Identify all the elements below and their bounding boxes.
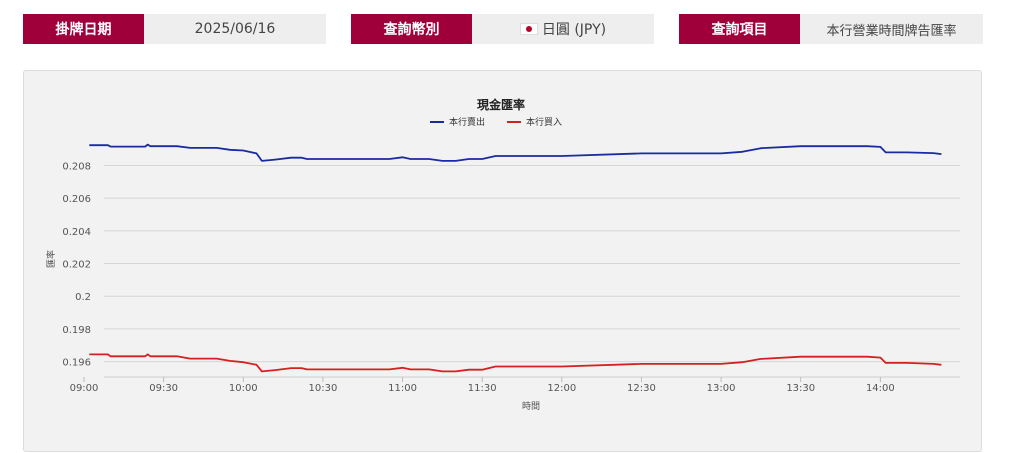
y-tick-label: 0.196 bbox=[62, 358, 91, 369]
date-label: 掛牌日期 bbox=[23, 14, 144, 44]
x-axis-ticks: 09:00 09:30 10:00 10:30 11:00 11:30 12:00 12:30… bbox=[70, 377, 895, 394]
currency-label: 查詢幣別 bbox=[351, 14, 472, 44]
x-axis-label: 時間 bbox=[522, 401, 540, 412]
chart-panel: 現金匯率 本行賣出 本行買入 0.196 0.198 0.2 0.202 0.204 0.2… bbox=[23, 70, 982, 452]
item-label: 查詢項目 bbox=[679, 14, 800, 44]
filter-bar: 掛牌日期 2025/06/16 查詢幣別 日圓 (JPY) 查詢項目 本行營業時… bbox=[23, 14, 983, 44]
x-tick-label: 11:30 bbox=[468, 383, 497, 394]
y-tick-label: 0.208 bbox=[62, 162, 91, 173]
rate-chart: 現金匯率 本行賣出 本行買入 0.196 0.198 0.2 0.202 0.204 0.2… bbox=[45, 97, 960, 412]
chart-series bbox=[89, 143, 942, 373]
date-value[interactable]: 2025/06/16 bbox=[144, 14, 326, 44]
legend-label: 本行賣出 bbox=[449, 116, 485, 128]
x-tick-label: 13:00 bbox=[707, 383, 736, 394]
y-axis-label: 匯率 bbox=[45, 250, 57, 268]
currency-select[interactable]: 日圓 (JPY) bbox=[472, 14, 654, 44]
legend-label: 本行買入 bbox=[526, 116, 562, 128]
y-tick-label: 0.206 bbox=[62, 194, 91, 205]
x-tick-label: 09:30 bbox=[149, 383, 178, 394]
item-value[interactable]: 本行營業時間牌告匯率 bbox=[800, 14, 983, 44]
x-tick-label: 11:00 bbox=[388, 383, 417, 394]
x-tick-label: 12:30 bbox=[627, 383, 656, 394]
x-tick-label: 14:00 bbox=[866, 383, 895, 394]
x-tick-label: 09:00 bbox=[70, 383, 99, 394]
currency-value: 日圓 (JPY) bbox=[541, 22, 607, 38]
x-tick-label: 10:00 bbox=[229, 383, 258, 394]
y-tick-label: 0.198 bbox=[62, 325, 91, 336]
y-tick-label: 0.2 bbox=[75, 292, 91, 303]
y-tick-label: 0.202 bbox=[62, 260, 91, 271]
sell-rate-line bbox=[89, 143, 942, 162]
x-tick-label: 13:30 bbox=[786, 383, 815, 394]
chart-grid bbox=[104, 165, 960, 378]
y-tick-label: 0.204 bbox=[62, 227, 91, 238]
x-tick-label: 10:30 bbox=[308, 383, 337, 394]
buy-rate-line bbox=[89, 353, 942, 373]
chart-legend: 本行賣出 本行買入 bbox=[430, 116, 562, 128]
y-axis-ticks: 0.196 0.198 0.2 0.202 0.204 0.206 0.208 bbox=[62, 162, 91, 369]
japan-flag-icon bbox=[519, 23, 538, 35]
chart-title: 現金匯率 bbox=[477, 97, 525, 112]
x-tick-label: 12:00 bbox=[547, 383, 576, 394]
